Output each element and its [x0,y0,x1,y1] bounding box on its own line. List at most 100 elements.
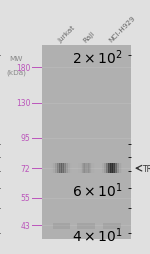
Bar [57,164,58,173]
Bar [56,164,57,173]
Bar [93,164,94,173]
Bar [63,164,64,173]
Bar [58,164,59,173]
Bar [112,164,113,173]
Bar [64,164,65,173]
Bar [77,223,95,229]
Text: 43: 43 [21,221,30,230]
Bar [90,164,91,173]
Bar [54,164,55,173]
Bar [118,164,119,173]
Bar [67,164,68,173]
Bar [106,164,107,173]
Bar [115,164,116,173]
Text: Jurkat: Jurkat [57,24,76,43]
Bar [121,164,122,173]
Bar [110,164,111,173]
Bar [57,164,58,173]
Bar [60,164,61,173]
Bar [70,164,71,173]
Bar [108,164,109,173]
Bar [67,164,68,173]
Bar [93,164,94,173]
Text: Raji: Raji [82,30,96,43]
Bar [105,164,106,173]
Bar [83,164,84,173]
Bar [78,164,79,173]
Bar [86,164,87,173]
Bar [69,164,70,173]
Bar [55,164,56,173]
Bar [106,164,107,173]
Bar [104,164,105,173]
Bar [120,164,121,173]
Bar [66,164,67,173]
Text: 130: 130 [16,99,30,108]
Bar [114,164,115,173]
Bar [104,164,105,173]
Bar [55,164,56,173]
Bar [108,164,109,173]
Bar [82,164,83,173]
Bar [88,164,89,173]
Bar [71,164,72,173]
Text: 95: 95 [21,134,30,142]
Bar [63,164,64,173]
Bar [85,164,86,173]
Bar [61,164,62,173]
Bar [113,164,114,173]
Bar [81,164,82,173]
Bar [87,164,88,173]
Bar [65,164,66,173]
Bar [109,164,110,173]
Bar [65,164,66,173]
Bar [117,164,118,173]
Bar [116,164,117,173]
Bar [78,164,79,173]
Bar [88,164,89,173]
Bar [107,164,108,173]
Bar [91,164,92,173]
Text: TRIM25: TRIM25 [143,164,150,173]
Bar [112,164,113,173]
Bar [59,164,60,173]
Bar [69,164,70,173]
Bar [111,164,112,173]
Bar [52,164,54,173]
Bar [68,164,69,173]
Text: 72: 72 [21,164,30,173]
Bar [114,164,116,173]
Bar [102,164,103,173]
Bar [102,164,103,173]
Bar [120,164,122,173]
Bar [84,164,85,173]
Bar [52,164,53,173]
Bar [61,164,62,173]
Bar [90,164,91,173]
Bar [116,164,117,173]
Bar [118,164,120,173]
Bar [84,164,85,173]
Bar [53,223,70,229]
Text: 55: 55 [21,194,30,203]
Bar [79,164,80,173]
Bar [110,164,111,173]
Bar [85,164,86,173]
Text: NCI-H929: NCI-H929 [108,15,136,43]
Bar [103,164,104,173]
Bar [51,164,52,173]
Text: 180: 180 [16,63,30,72]
Bar [119,164,120,173]
Bar [83,164,84,173]
Bar [80,164,81,173]
Bar [94,164,95,173]
Bar [59,164,60,173]
Bar [62,164,63,173]
Bar [53,164,54,173]
Bar [89,164,90,173]
Bar [89,164,90,173]
Text: MW: MW [9,56,23,62]
Bar [103,223,121,229]
Bar [92,164,93,173]
Text: (kDa): (kDa) [6,70,26,76]
